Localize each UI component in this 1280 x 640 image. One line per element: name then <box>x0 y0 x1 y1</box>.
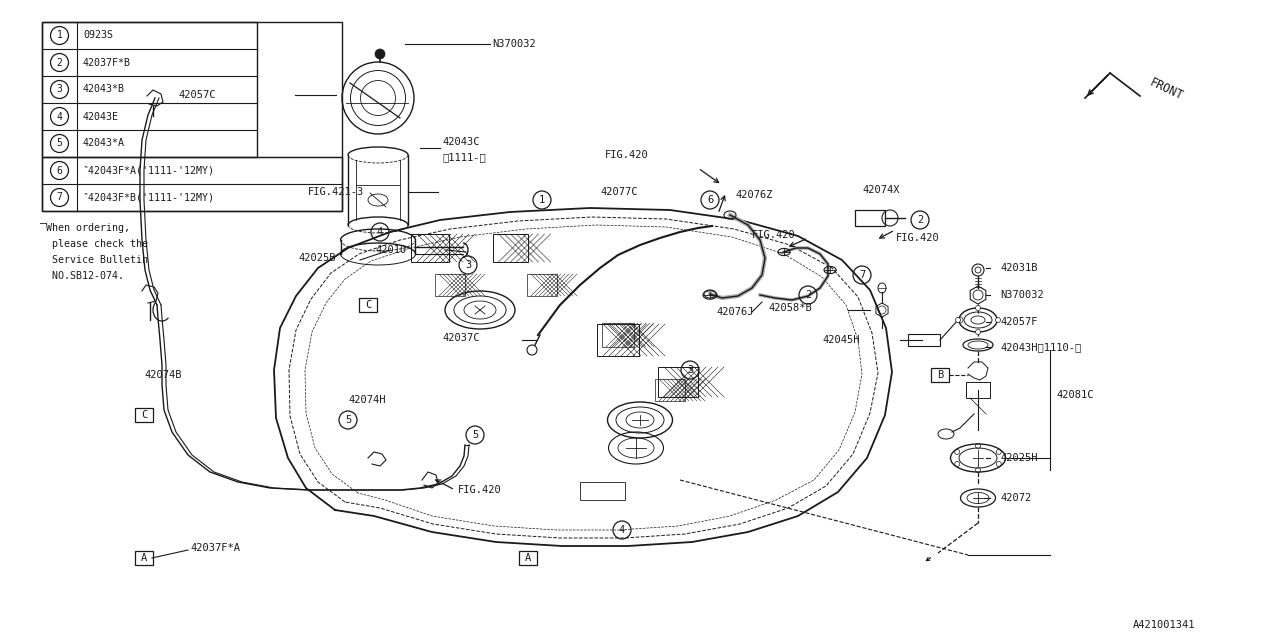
Text: 42081C: 42081C <box>1056 390 1093 400</box>
Text: ‶42043F*A('1111-'12MY): ‶42043F*A('1111-'12MY) <box>83 166 215 175</box>
Text: FIG.421-3: FIG.421-3 <box>308 187 365 197</box>
Text: C: C <box>141 410 147 420</box>
Circle shape <box>996 317 1001 323</box>
Bar <box>42 157 342 211</box>
Text: 5: 5 <box>56 138 63 148</box>
Text: 42043E: 42043E <box>83 111 119 122</box>
Bar <box>602 323 634 347</box>
Text: A: A <box>141 553 147 563</box>
Text: 5: 5 <box>344 415 351 425</box>
Text: FIG.420: FIG.420 <box>896 233 940 243</box>
Text: 42072: 42072 <box>1000 493 1032 503</box>
Text: B: B <box>937 370 943 380</box>
Text: 5: 5 <box>472 430 479 440</box>
Text: ‶42043F*B('1111-'12MY): ‶42043F*B('1111-'12MY) <box>83 193 215 202</box>
Bar <box>931 368 948 382</box>
Text: 42058*B: 42058*B <box>768 303 812 313</box>
Text: please check the: please check the <box>40 239 148 249</box>
Text: 42010: 42010 <box>375 245 406 255</box>
Text: Service Bulletin: Service Bulletin <box>40 255 148 265</box>
Text: 2: 2 <box>916 215 923 225</box>
Bar <box>358 298 378 312</box>
Text: 42074X: 42074X <box>861 185 900 195</box>
Text: 4: 4 <box>376 227 383 237</box>
Text: 2: 2 <box>56 58 63 67</box>
Text: 42043C: 42043C <box>442 137 480 147</box>
Circle shape <box>975 305 980 310</box>
Bar <box>655 379 685 401</box>
Circle shape <box>975 330 980 335</box>
Bar <box>518 551 538 565</box>
Bar <box>42 22 342 211</box>
Text: 7: 7 <box>859 270 865 280</box>
Text: 2: 2 <box>805 290 812 300</box>
Text: ‾When ordering,: ‾When ordering, <box>40 223 131 233</box>
Text: 1: 1 <box>539 195 545 205</box>
Bar <box>134 551 154 565</box>
Text: C: C <box>365 300 371 310</box>
Text: N370032: N370032 <box>1000 290 1043 300</box>
Bar <box>435 274 465 296</box>
Text: 42057C: 42057C <box>178 90 215 100</box>
Text: 42025B: 42025B <box>298 253 335 263</box>
Bar <box>855 210 884 226</box>
Text: 6: 6 <box>56 166 63 175</box>
Bar <box>596 324 639 356</box>
Text: 42043*A: 42043*A <box>83 138 125 148</box>
Bar <box>134 408 154 422</box>
Bar <box>966 382 989 398</box>
Text: 42037F*A: 42037F*A <box>189 543 241 553</box>
Text: 42043H〨1110-〩: 42043H〨1110-〩 <box>1000 342 1082 352</box>
Text: A: A <box>525 553 531 563</box>
Text: 42057F: 42057F <box>1000 317 1038 327</box>
Text: 1: 1 <box>56 31 63 40</box>
Text: 42074H: 42074H <box>348 395 385 405</box>
Text: 3: 3 <box>56 84 63 95</box>
Bar <box>658 367 698 397</box>
Text: 42025H: 42025H <box>1000 453 1038 463</box>
Bar <box>493 234 527 262</box>
Text: 42037F*B: 42037F*B <box>83 58 131 67</box>
Text: 4: 4 <box>56 111 63 122</box>
Text: 42037C: 42037C <box>442 333 480 343</box>
Text: FIG.420: FIG.420 <box>458 485 502 495</box>
Text: 42076J: 42076J <box>716 307 754 317</box>
Text: FIG.420: FIG.420 <box>753 230 796 240</box>
Bar <box>527 274 557 296</box>
Text: A421001341: A421001341 <box>1133 620 1196 630</box>
Text: 4: 4 <box>618 525 625 535</box>
Text: 6: 6 <box>707 195 713 205</box>
Text: 0923S: 0923S <box>83 31 113 40</box>
Text: 42045H: 42045H <box>822 335 859 345</box>
Bar <box>411 234 449 262</box>
Text: 〨1111-〩: 〨1111-〩 <box>442 152 485 162</box>
Text: N370032: N370032 <box>492 39 536 49</box>
Bar <box>908 334 940 346</box>
Bar <box>42 22 257 157</box>
Text: 42043*B: 42043*B <box>83 84 125 95</box>
Text: 7: 7 <box>56 193 63 202</box>
Text: FRONT: FRONT <box>1147 76 1185 103</box>
Text: 3: 3 <box>687 365 694 375</box>
Circle shape <box>375 49 385 59</box>
Bar <box>580 482 625 500</box>
Text: 42077C: 42077C <box>600 187 637 197</box>
Text: 42076Z: 42076Z <box>735 190 773 200</box>
Text: 42031B: 42031B <box>1000 263 1038 273</box>
Text: 3: 3 <box>465 260 471 270</box>
Circle shape <box>955 317 960 323</box>
Text: NO.SB12-074.: NO.SB12-074. <box>40 271 124 281</box>
Text: FIG.420: FIG.420 <box>605 150 649 160</box>
Text: 42074B: 42074B <box>143 370 182 380</box>
